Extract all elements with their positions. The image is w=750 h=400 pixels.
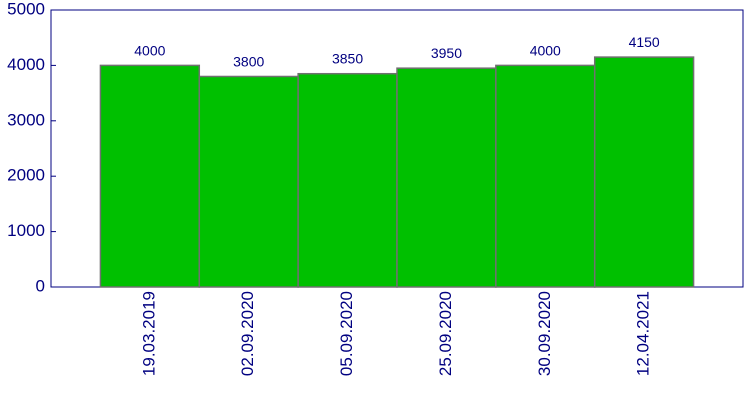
y-tick-label: 5000 (7, 0, 45, 18)
x-tick-label: 19.03.2019 (139, 291, 158, 376)
value-label: 4000 (530, 42, 561, 58)
bar (593, 56, 695, 288)
value-label: 3800 (233, 53, 264, 69)
x-tick-label: 25.09.2020 (436, 291, 455, 376)
y-tick-label: 1000 (7, 221, 45, 240)
y-tick-label: 0 (36, 276, 45, 295)
x-tick-label: 05.09.2020 (337, 291, 356, 376)
value-label: 4000 (134, 42, 165, 58)
x-tick-label: 30.09.2020 (535, 291, 554, 376)
value-label: 3850 (332, 51, 363, 67)
x-tick-label: 12.04.2021 (634, 291, 653, 376)
bar (396, 67, 497, 288)
bar (99, 64, 201, 288)
bar (198, 75, 299, 288)
value-label: 3950 (431, 45, 462, 61)
y-tick-label: 2000 (7, 166, 45, 185)
value-label: 4150 (629, 34, 660, 50)
bar (495, 64, 596, 288)
y-tick-label: 4000 (7, 55, 45, 74)
bar (297, 72, 398, 288)
x-tick-label: 02.09.2020 (238, 291, 257, 376)
y-tick-label: 3000 (7, 110, 45, 129)
